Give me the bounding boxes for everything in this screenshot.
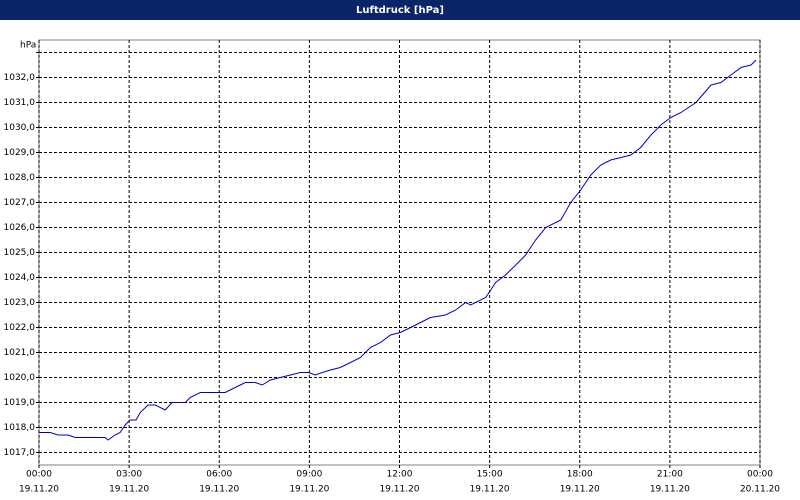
y-tick-label: 1019,0 [4,398,36,408]
y-tick-label: 1031,0 [4,98,36,108]
y-tick-label: 1024,0 [4,273,36,283]
x-tick-date: 19.11.20 [650,485,690,495]
y-tick-label: 1022,0 [4,323,36,333]
x-tick-label: 15:00 [477,470,503,480]
y-tick-label: 1029,0 [4,148,36,158]
x-tick-date: 19.11.20 [19,485,59,495]
y-tick-label: 1028,0 [4,173,36,183]
x-tick-label: 03:00 [116,470,142,480]
y-axis-label: hPa [20,41,36,51]
chart-title: Luftdruck [hPa] [356,5,444,16]
x-tick-label: 18:00 [567,470,593,480]
x-tick-date: 20.11.20 [740,485,780,495]
y-tick-label: 1025,0 [4,248,36,258]
x-tick-date: 19.11.20 [199,485,239,495]
x-tick-label: 12:00 [387,470,413,480]
y-tick-label: 1021,0 [4,348,36,358]
y-tick-label: 1032,0 [4,73,36,83]
y-tick-label: 1020,0 [4,373,36,383]
title-bar [0,0,800,20]
y-tick-label: 1030,0 [4,123,36,133]
x-tick-label: 09:00 [296,470,322,480]
x-tick-date: 19.11.20 [289,485,329,495]
y-tick-label: 1026,0 [4,223,36,233]
x-tick-date: 19.11.20 [560,485,600,495]
x-tick-date: 19.11.20 [109,485,149,495]
y-tick-label: 1023,0 [4,298,36,308]
y-tick-label: 1017,0 [4,448,36,458]
x-tick-label: 21:00 [657,470,683,480]
x-tick-date: 19.11.20 [379,485,419,495]
line [39,59,757,441]
y-tick-label: 1018,0 [4,423,36,433]
x-tick-label: 00:00 [26,470,52,480]
y-tick-label: 1027,0 [4,198,36,208]
x-tick-date: 19.11.20 [470,485,510,495]
x-tick-label: 06:00 [206,470,232,480]
x-tick-label: 00:00 [747,470,773,480]
